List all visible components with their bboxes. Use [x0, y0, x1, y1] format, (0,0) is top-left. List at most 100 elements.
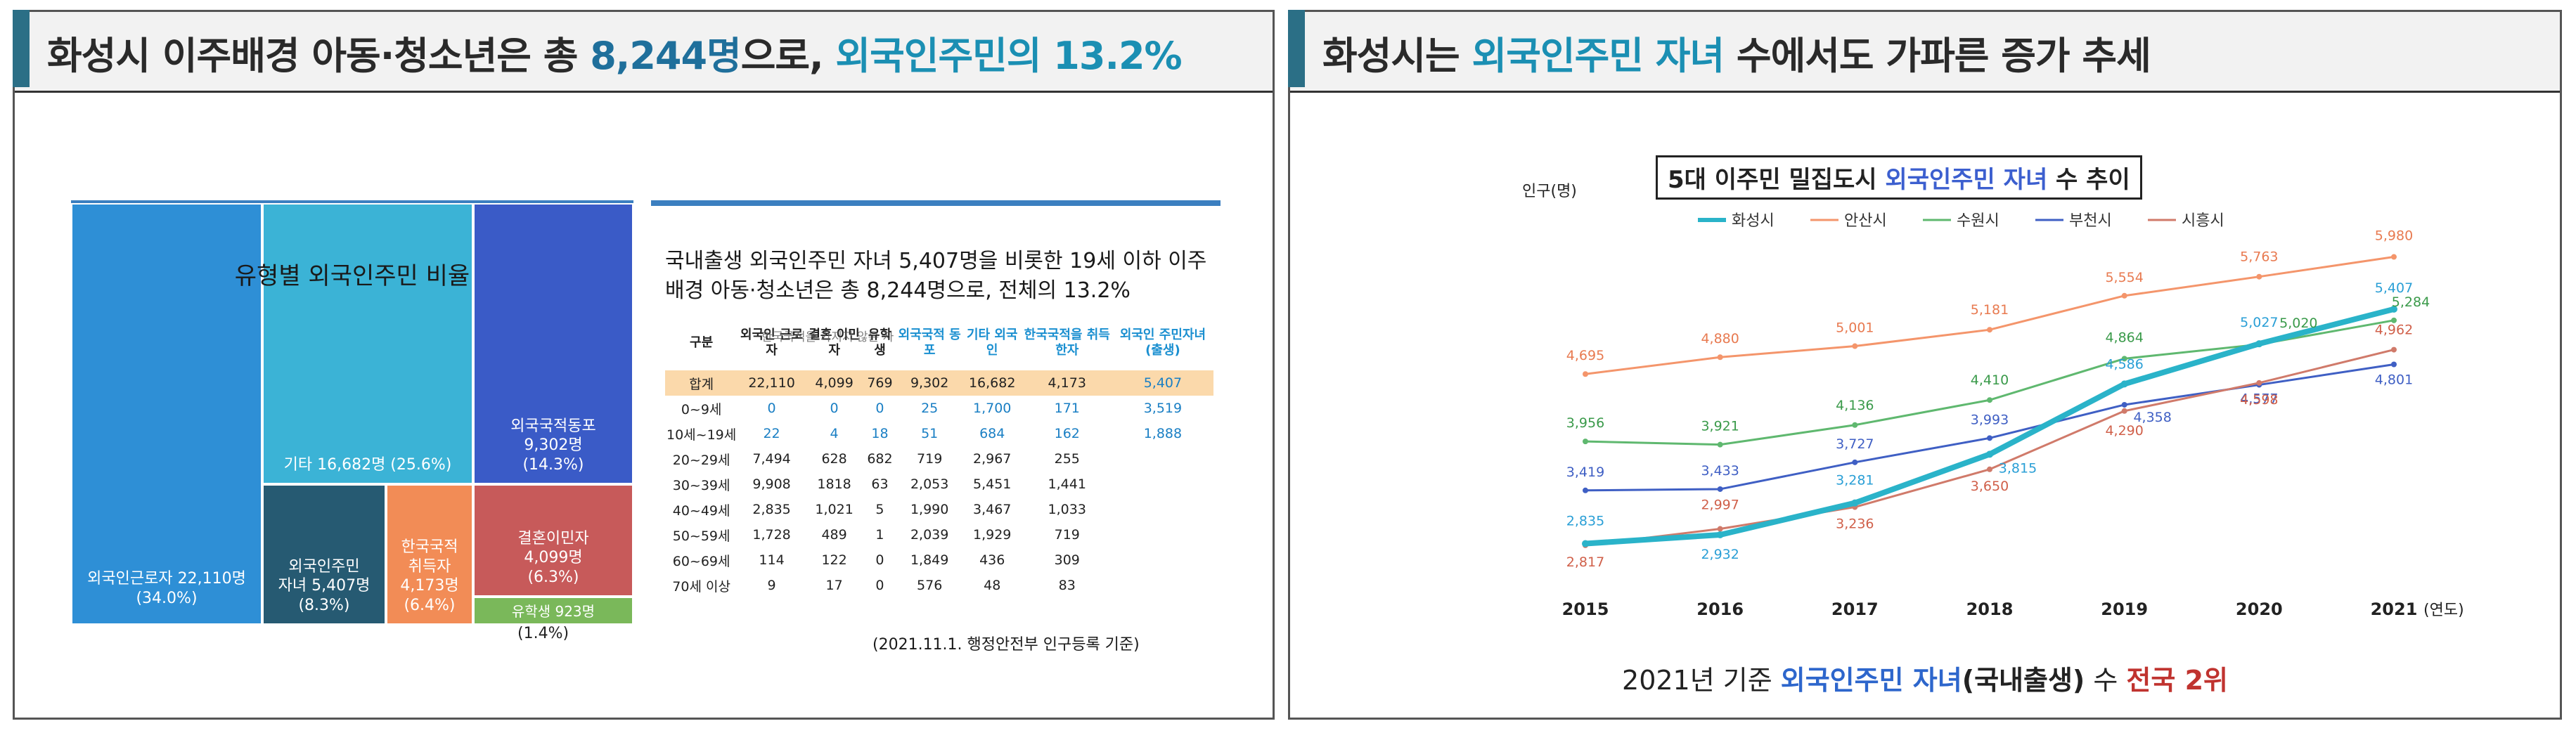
- treemap-cell-label: 외국인주민: [288, 557, 360, 576]
- data-point: [1582, 540, 1589, 547]
- table-cell: 1,441: [1048, 476, 1086, 492]
- data-label: 4,598: [2240, 392, 2278, 408]
- table-cell: 83: [1058, 578, 1076, 593]
- data-point: [2391, 346, 2397, 353]
- treemap-cell-student: 유학생 923명: [473, 597, 633, 625]
- table-header-overlap-note: 한국국적을 가지지 않은 자: [761, 330, 894, 344]
- table-row-label: 0~9세: [681, 401, 722, 417]
- data-label: 4,136: [1836, 398, 1874, 413]
- data-label: 3,956: [1566, 415, 1604, 431]
- table-top-bar: [651, 200, 1221, 206]
- data-point: [2256, 273, 2262, 280]
- left-title-ratio: 외국인주민의 13.2%: [835, 34, 1182, 78]
- treemap-cell-label: 한국국적: [401, 538, 458, 556]
- data-point: [1717, 486, 1723, 492]
- chart-title-suffix: 수 추이: [2047, 166, 2130, 194]
- table-header-cell: 한국국적을 취득한자: [1024, 327, 1110, 358]
- data-point: [1583, 439, 1588, 445]
- table-cell: 3,467: [973, 502, 1012, 517]
- table-header-cell: 기타 외국인: [966, 327, 1018, 358]
- table-cell: 0: [875, 401, 884, 416]
- table-cell: 22: [763, 426, 780, 441]
- table-cell: 682: [867, 451, 893, 467]
- data-label: 5,027: [2240, 315, 2278, 330]
- table-cell: 2,039: [910, 527, 949, 543]
- table-cell: 1,849: [910, 552, 949, 568]
- treemap-student-percent: (1.4%): [517, 625, 569, 642]
- data-label: 5,284: [2392, 294, 2430, 310]
- table-cell: 1,700: [973, 401, 1012, 416]
- table-row: 60~69세 114 122 0 1,849 436 309: [665, 547, 1213, 573]
- x-tick-label: 2018: [1966, 599, 2014, 619]
- table-cell: 3,519: [1143, 401, 1183, 416]
- treemap-cell-label: (6.3%): [527, 568, 579, 586]
- treemap-cell-label: 외국국적동포: [510, 417, 596, 435]
- data-label: 5,001: [1836, 320, 1874, 336]
- data-point: [1583, 371, 1588, 377]
- data-point: [2120, 380, 2128, 388]
- treemap-cell-label: 기타 16,682명 (25.6%): [283, 455, 452, 474]
- table-cell: 255: [1054, 451, 1080, 467]
- left-panel: 화성시 이주배경 아동·청소년은 총 8,244명으로, 외국인주민의 13.2…: [13, 10, 1275, 720]
- treemap-cell-label: 9,302명: [524, 436, 583, 454]
- table-cell: 1,929: [973, 527, 1012, 543]
- treemap-cell-label: (14.3%): [522, 455, 584, 474]
- treemap-cell-label: 4,173명: [400, 577, 459, 595]
- table-row-label: 40~49세: [672, 502, 730, 519]
- data-label: 4,880: [1701, 331, 1739, 346]
- treemap-cell-label: 외국인근로자 22,110명: [87, 570, 246, 588]
- table-row: 30~39세 9,908 1818 63 2,053 5,451 1,441: [665, 472, 1213, 497]
- x-axis-label: (연도): [2423, 602, 2464, 619]
- table-row-label: 50~59세: [672, 528, 730, 544]
- x-tick-label: 2019: [2101, 599, 2148, 619]
- table-cell: 22,110: [738, 370, 806, 396]
- data-label: 5,763: [2240, 249, 2278, 265]
- bottom-note-highlight: 외국인주민 자녀: [1780, 665, 1962, 696]
- table-cell: 576: [917, 578, 943, 593]
- chart-title: 5대 이주민 밀집도시 외국인주민 자녀 수 추이: [1656, 155, 2142, 200]
- data-label: 5,020: [2279, 316, 2317, 331]
- table-cell: 489: [821, 527, 847, 543]
- table-cell: 4: [830, 426, 839, 441]
- treemap-cell-label: (8.3%): [298, 596, 350, 614]
- right-panel: 화성시는 외국인주민 자녀 수에서도 가파른 증가 추세 5대 이주민 밀집도시…: [1288, 10, 2562, 720]
- table-cell: 4,099: [805, 370, 863, 396]
- data-label: 3,921: [1701, 419, 1739, 434]
- table-header-cell: 외국인 근로자: [740, 327, 804, 358]
- treemap-cell-children: 외국인주민 자녀 5,407명 (8.3%): [262, 484, 386, 625]
- data-point: [2391, 317, 2397, 323]
- bottom-note-rank: 전국 2위: [2126, 665, 2228, 696]
- table-row-label: 10세~19세: [666, 427, 737, 443]
- table-cell: 309: [1054, 552, 1080, 568]
- table-cell: 684: [979, 426, 1005, 441]
- data-label: 4,410: [1971, 372, 2009, 388]
- right-title-highlight: 외국인주민 자녀: [1471, 34, 1725, 78]
- data-label: 3,815: [1999, 460, 2037, 476]
- data-label: 2,997: [1701, 498, 1739, 513]
- table-cell: 1: [875, 527, 884, 543]
- left-panel-title: 화성시 이주배경 아동·청소년은 총 8,244명으로, 외국인주민의 13.2…: [47, 25, 1183, 80]
- data-label: 3,281: [1836, 473, 1874, 488]
- table-cell: [1112, 573, 1213, 598]
- data-label: 4,586: [2105, 356, 2143, 372]
- data-label: 5,407: [2375, 280, 2413, 296]
- bottom-note-middle: 수: [2085, 665, 2127, 696]
- treemap-cell-label: 취득자: [408, 557, 451, 576]
- data-label: 5,181: [1971, 302, 2009, 318]
- table-cell: 51: [921, 426, 939, 441]
- data-point: [1852, 343, 1858, 349]
- data-point: [1716, 531, 1724, 538]
- table-cell: 16,682: [962, 370, 1022, 396]
- table-cell: 719: [1054, 527, 1080, 543]
- table-cell: [1112, 446, 1213, 472]
- table-header-cell: 외국인 주민자녀 (출생): [1119, 327, 1206, 358]
- data-label: 3,993: [1971, 412, 2009, 427]
- treemap-title: 유형별 외국인주민 비율: [234, 262, 470, 290]
- table-cell: 122: [821, 552, 847, 568]
- table-cell: [1112, 497, 1213, 522]
- table-row: 20~29세 7,494 628 682 719 2,967 255: [665, 446, 1213, 472]
- table-cell: 4,173: [1022, 370, 1112, 396]
- table-cell: 7,494: [752, 451, 791, 467]
- data-point: [2390, 305, 2397, 313]
- table-row: 70세 이상 9 17 0 576 48 83: [665, 573, 1213, 598]
